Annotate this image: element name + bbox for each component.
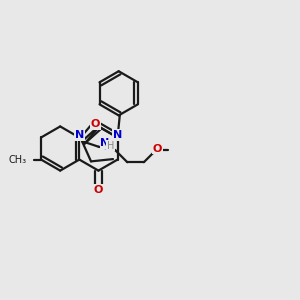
Text: CH₃: CH₃ [9, 154, 27, 165]
Text: O: O [91, 119, 100, 129]
Text: N: N [113, 130, 122, 140]
Text: O: O [94, 185, 103, 195]
Text: N: N [100, 138, 109, 148]
Text: O: O [153, 144, 162, 154]
Text: H: H [107, 141, 114, 151]
Text: N: N [75, 130, 84, 140]
